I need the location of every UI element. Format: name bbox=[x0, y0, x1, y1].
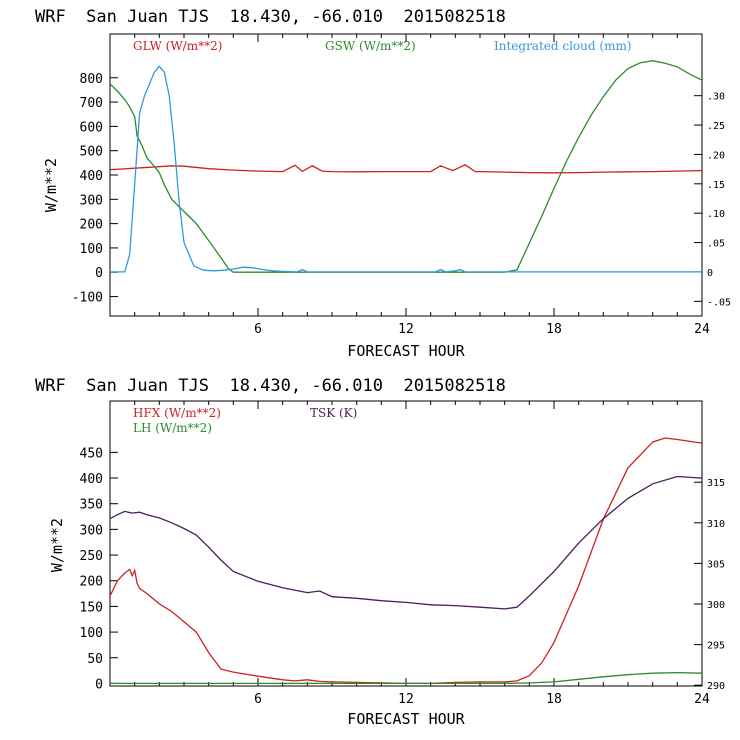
x-tick-label: 18 bbox=[546, 692, 562, 707]
y-tick-label: 350 bbox=[80, 498, 103, 513]
y2-tick-label: 315 bbox=[707, 478, 725, 489]
y2-tick-label: 300 bbox=[707, 600, 725, 611]
y2-tick-label: 310 bbox=[707, 519, 725, 530]
series-line-lh bbox=[110, 671, 703, 685]
y2-tick-label: .30 bbox=[707, 92, 725, 103]
y2-tick-label: .20 bbox=[707, 150, 725, 161]
y-tick-label: 50 bbox=[87, 652, 103, 667]
x-tick-label: 12 bbox=[398, 692, 414, 707]
y2-tick-label: .05 bbox=[707, 239, 725, 250]
series-line-glw bbox=[109, 164, 703, 174]
y-tick-label: 700 bbox=[80, 96, 103, 111]
series-line-gsw bbox=[109, 60, 703, 273]
y-tick-label: 0 bbox=[95, 266, 103, 281]
y-tick-label: 450 bbox=[80, 446, 103, 461]
y2-tick-label: .10 bbox=[707, 209, 725, 220]
y-tick-label: 300 bbox=[80, 193, 103, 208]
y-tick-label: 500 bbox=[80, 145, 103, 160]
series-line-tsk bbox=[109, 475, 703, 610]
y-tick-label: 400 bbox=[80, 169, 103, 184]
x-tick-label: 24 bbox=[694, 692, 710, 707]
x-tick-label: 6 bbox=[254, 692, 262, 707]
y-tick-label: 200 bbox=[80, 575, 103, 590]
x-tick-label: 12 bbox=[398, 322, 414, 337]
y2-tick-label: 305 bbox=[707, 559, 725, 570]
y-tick-label: 0 bbox=[95, 677, 103, 692]
y-tick-label: 300 bbox=[80, 523, 103, 538]
y-tick-label: 100 bbox=[80, 626, 103, 641]
chart2-title: WRF San Juan TJS 18.430, -66.010 2015082… bbox=[35, 376, 506, 396]
chart2-legend-lh: LH (W/m**2) bbox=[133, 421, 212, 435]
chart1-legend-gsw: GSW (W/m**2) bbox=[325, 39, 416, 53]
y-tick-label: 100 bbox=[80, 242, 103, 257]
chart2-x-axis-label: FORECAST HOUR bbox=[347, 710, 465, 728]
chart2-plot-frame bbox=[109, 400, 703, 687]
y2-tick-label: 0 bbox=[707, 268, 713, 279]
chart1-title: WRF San Juan TJS 18.430, -66.010 2015082… bbox=[35, 7, 506, 27]
y-tick-label: 400 bbox=[80, 472, 103, 487]
x-tick-label: 24 bbox=[694, 322, 710, 337]
y-tick-label: 200 bbox=[80, 218, 103, 233]
y2-tick-label: .15 bbox=[707, 180, 725, 191]
y-tick-label: 150 bbox=[80, 600, 103, 615]
series-line-hfx bbox=[109, 437, 703, 685]
x-tick-label: 18 bbox=[546, 322, 562, 337]
chart1-x-axis-label: FORECAST HOUR bbox=[347, 342, 465, 360]
chart2-legend-hfx: HFX (W/m**2) bbox=[133, 406, 221, 420]
chart1-legend-glw: GLW (W/m**2) bbox=[133, 39, 222, 53]
y2-tick-label: 295 bbox=[707, 641, 725, 652]
y2-tick-label: -.05 bbox=[707, 297, 731, 308]
x-tick-label: 6 bbox=[254, 322, 262, 337]
y2-tick-label: .25 bbox=[707, 121, 725, 132]
chart1-y-axis-label: W/m**2 bbox=[42, 158, 60, 212]
chart2-y-axis-label: W/m**2 bbox=[48, 518, 66, 572]
y-tick-label: 600 bbox=[80, 120, 103, 135]
chart2-legend-tsk: TSK (K) bbox=[310, 406, 357, 420]
y-tick-label: -100 bbox=[72, 291, 103, 306]
y-tick-label: 800 bbox=[80, 72, 103, 87]
chart1-legend-cloud: Integrated cloud (mm) bbox=[494, 39, 632, 53]
series-line-integrated bbox=[110, 65, 702, 273]
y-tick-label: 250 bbox=[80, 549, 103, 564]
y2-tick-label: 290 bbox=[707, 681, 725, 692]
chart1-plot-frame bbox=[109, 33, 703, 317]
